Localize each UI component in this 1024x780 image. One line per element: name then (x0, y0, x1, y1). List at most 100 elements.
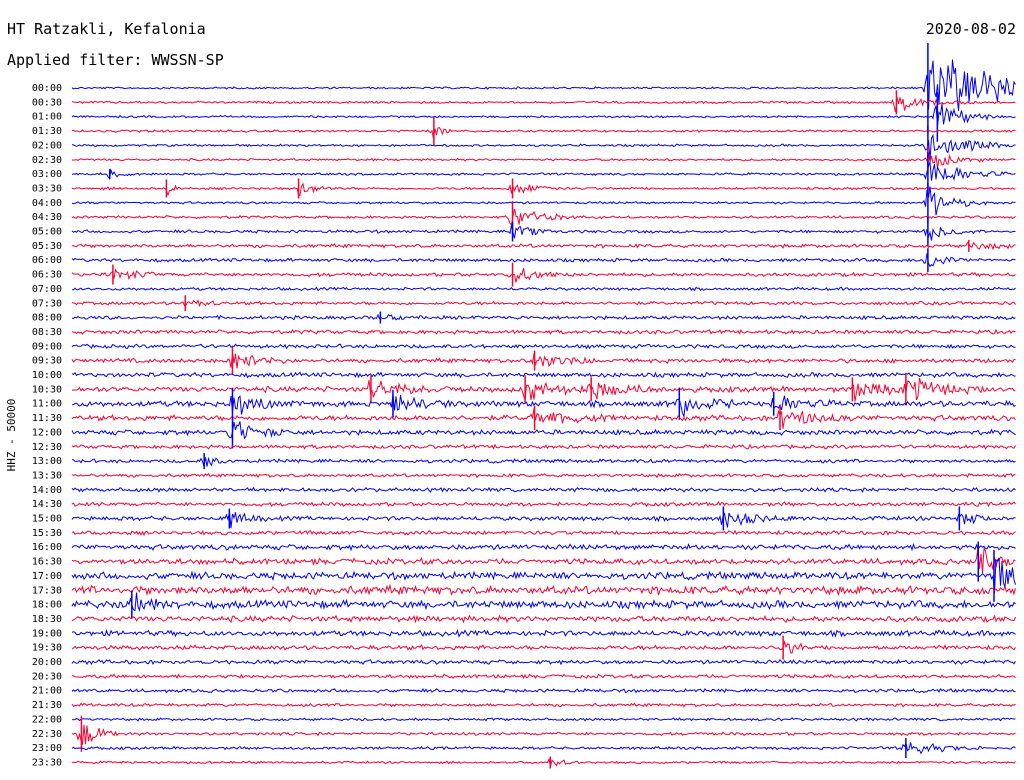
row-time-label: 09:00 (32, 341, 62, 352)
row-time-label: 05:30 (32, 241, 62, 252)
row-time-label: 14:30 (32, 499, 62, 510)
row-time-label: 22:00 (32, 714, 62, 725)
row-time-label: 06:00 (32, 255, 62, 266)
row-time-label: 17:00 (32, 571, 62, 582)
row-time-label: 04:00 (32, 198, 62, 209)
seismic-trace-row (71, 103, 1016, 127)
row-time-label: 23:00 (32, 743, 62, 754)
seismic-trace-row (71, 472, 1016, 479)
row-time-label: 02:30 (32, 155, 62, 166)
row-time-label: 20:30 (32, 671, 62, 682)
tick-label-layer: 00:00 00:30 01:00 01:30 02:00 02:30 03:00 03:30… (32, 83, 62, 768)
row-time-label: 20:00 (32, 657, 62, 668)
row-time-label: 18:30 (32, 614, 62, 625)
row-time-label: 07:30 (32, 298, 62, 309)
seismic-trace-row (71, 253, 1016, 268)
row-time-label: 11:00 (32, 399, 62, 410)
seismic-trace-row (71, 59, 1016, 111)
row-time-label: 15:30 (32, 528, 62, 539)
seismic-trace-row (71, 486, 1016, 494)
row-time-label: 01:00 (32, 112, 62, 123)
seismic-trace-row (71, 629, 1016, 638)
seismic-trace-row (71, 658, 1016, 666)
row-time-label: 16:00 (32, 542, 62, 553)
seismic-trace-row (71, 153, 1016, 169)
seismic-trace-row (71, 443, 1016, 450)
station-title: HT Ratzakli, Kefalonia (7, 20, 206, 38)
row-time-label: 13:00 (32, 456, 62, 467)
row-time-label: 03:30 (32, 183, 62, 194)
seismic-trace-row (71, 353, 1016, 369)
seismic-trace-row (71, 408, 1016, 429)
seismic-trace-row (71, 687, 1016, 694)
row-time-label: 13:30 (32, 470, 62, 481)
row-time-label: 10:30 (32, 384, 62, 395)
seismic-trace-row (71, 313, 1016, 321)
row-time-label: 19:30 (32, 643, 62, 654)
row-time-label: 10:00 (32, 370, 62, 381)
row-time-label: 23:30 (32, 757, 62, 768)
row-time-label: 21:00 (32, 686, 62, 697)
seismic-trace-row (72, 286, 1016, 292)
row-time-label: 04:30 (32, 212, 62, 223)
seismic-trace-row (71, 421, 1016, 440)
row-time-label: 14:00 (32, 485, 62, 496)
row-time-label: 02:00 (32, 140, 62, 151)
row-time-label: 18:00 (32, 600, 62, 611)
seismic-trace-row (71, 186, 1016, 216)
seismic-trace-row (71, 500, 1016, 508)
seismic-trace-row (71, 224, 1016, 241)
row-time-label: 03:00 (32, 169, 62, 180)
row-time-label: 00:30 (32, 97, 62, 108)
row-time-label: 12:00 (32, 427, 62, 438)
row-time-label: 17:30 (32, 585, 62, 596)
trace-layer (71, 43, 1016, 769)
filter-label: Applied filter: WWSSN-SP (7, 51, 224, 69)
row-time-label: 08:00 (32, 313, 62, 324)
seismic-trace-row (71, 343, 1016, 350)
seismic-trace-row (71, 162, 1016, 182)
row-time-label: 16:30 (32, 557, 62, 568)
row-time-label: 19:00 (32, 628, 62, 639)
seismic-trace-row (71, 741, 1016, 755)
row-time-label: 01:30 (32, 126, 62, 137)
seismic-trace-row (71, 208, 1016, 226)
seismic-trace-row (71, 757, 1016, 767)
seismic-trace-row (71, 717, 1016, 722)
seismic-trace-row (71, 97, 1016, 113)
seismic-trace-row (71, 328, 1016, 335)
row-time-label: 11:30 (32, 413, 62, 424)
seismic-trace-row (71, 371, 1016, 379)
seismic-trace-row (71, 640, 1016, 654)
row-time-label: 07:00 (32, 284, 62, 295)
seismic-trace-row (71, 268, 1016, 283)
seismic-trace-row (71, 127, 1016, 139)
row-time-label: 09:30 (32, 356, 62, 367)
seismic-trace-row (71, 583, 1016, 597)
row-time-label: 21:30 (32, 700, 62, 711)
seismic-trace-row (71, 724, 1016, 745)
seismic-trace-row (71, 673, 1016, 680)
date-label: 2020-08-02 (925, 20, 1016, 38)
seismic-trace-row (71, 592, 1016, 613)
seismic-trace-row (71, 241, 1016, 251)
seismic-trace-row (71, 542, 1016, 552)
seismic-trace-row (71, 557, 1016, 593)
seismic-trace-row (71, 456, 1016, 467)
row-time-label: 12:30 (32, 442, 62, 453)
seismic-trace-row (71, 377, 1016, 402)
seismic-trace-row (71, 546, 1016, 574)
row-time-label: 08:30 (32, 327, 62, 338)
row-time-label: 06:30 (32, 270, 62, 281)
row-time-label: 00:00 (32, 83, 62, 94)
seismic-trace-row (71, 702, 1016, 708)
seismic-trace-row (71, 133, 1016, 160)
seismic-trace-row (71, 393, 1016, 419)
row-time-label: 15:00 (32, 514, 62, 525)
row-time-label: 05:00 (32, 227, 62, 238)
row-time-label: 22:30 (32, 729, 62, 740)
seismic-trace-row (71, 511, 1016, 529)
seismic-trace-row (71, 299, 1016, 308)
seismic-trace-row (71, 182, 1016, 197)
